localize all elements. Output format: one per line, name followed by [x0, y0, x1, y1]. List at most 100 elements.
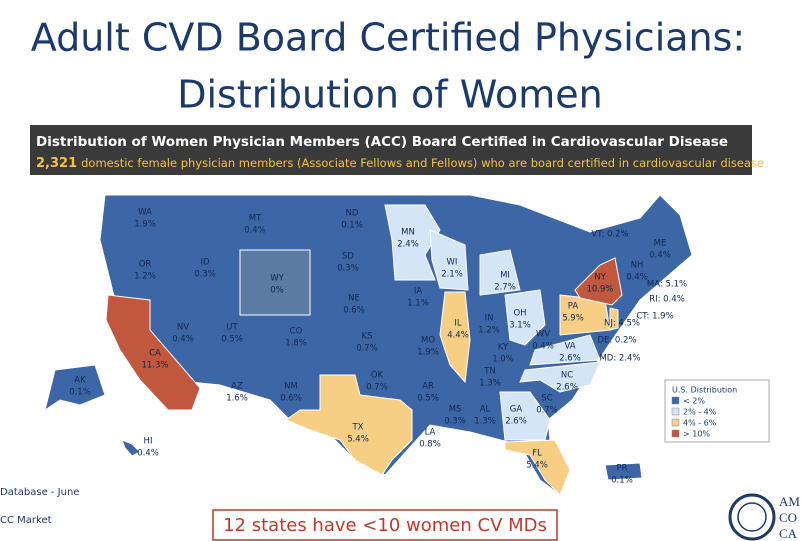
wy — [239, 249, 311, 316]
state-value: 2.6% — [559, 354, 581, 364]
state-code: MD: 2.4% — [599, 354, 640, 364]
state-value: 1.9% — [417, 348, 439, 358]
state-code: CA — [149, 349, 161, 359]
pr — [604, 462, 643, 481]
legend-title: U.S. Distribution — [672, 386, 737, 395]
state-code: LA — [425, 428, 436, 438]
state-code: KY — [498, 343, 509, 353]
state-value: 1.9% — [134, 220, 156, 230]
subtitle-text: domestic female physician members (Assoc… — [81, 156, 764, 170]
state-value: 1.2% — [478, 326, 500, 336]
state-code: NY — [594, 273, 606, 283]
state-value: 0.3% — [194, 270, 216, 280]
state-value: 0.7% — [356, 344, 378, 354]
state-value: 4.4% — [447, 331, 469, 341]
state-code: UT — [226, 323, 238, 333]
legend-label: 2% - 4% — [683, 408, 717, 417]
legend-label: 4% - 6% — [683, 419, 717, 428]
fl — [504, 439, 571, 496]
source-text: CC Market — [0, 515, 52, 526]
state-value: 0.1% — [611, 476, 633, 486]
state-value: 3.1% — [509, 321, 531, 331]
title-line: Distribution of Women — [177, 73, 603, 117]
state-value: 0.4% — [172, 335, 194, 345]
state-value: 1.6% — [226, 394, 248, 404]
tx — [284, 374, 413, 476]
state-code: IL — [454, 319, 462, 329]
state-code: WV — [536, 330, 550, 340]
state-code: HI — [144, 437, 153, 447]
state-code: VT: 0.2% — [591, 230, 628, 240]
state-code: ME — [654, 239, 667, 249]
state-value: 5.9% — [562, 314, 584, 324]
member-count: 2,321 — [36, 156, 77, 171]
oh — [504, 289, 546, 346]
mi — [479, 249, 521, 296]
state-code: AZ — [231, 382, 243, 392]
state-code: SD — [342, 252, 354, 262]
il — [439, 291, 471, 384]
state-code: OH — [513, 309, 526, 319]
ga — [499, 391, 551, 441]
state-value: 10.9% — [586, 285, 613, 295]
wi — [429, 229, 469, 291]
state-value: 2.1% — [441, 270, 463, 280]
state-value: 0.5% — [221, 335, 243, 345]
state-code: NH — [631, 261, 644, 271]
state-value: 11.3% — [141, 361, 168, 371]
state-code: CT: 1.9% — [636, 312, 673, 322]
ak — [44, 364, 106, 412]
state-code: AK — [74, 376, 86, 386]
state-value: 0.6% — [343, 306, 365, 316]
state-code: SC — [541, 394, 552, 404]
logo-text: CO — [779, 510, 797, 525]
state-code: GA — [510, 405, 523, 415]
state-code: MT — [249, 214, 262, 224]
state-code: IA — [414, 287, 423, 297]
state-code: MO — [421, 336, 435, 346]
legend-swatch — [671, 429, 680, 438]
state-value: 0.1% — [341, 221, 363, 231]
legend: U.S. Distribution < 2% 2% - 4% 4% - 6% > 10… — [664, 379, 770, 443]
va — [529, 334, 601, 366]
state-code: PR — [616, 464, 627, 474]
state-value: 0.7% — [536, 406, 558, 416]
state-code: AR — [422, 382, 434, 392]
state-value: 0.4% — [626, 273, 648, 283]
state-code: NV — [177, 323, 189, 333]
logo-seal — [728, 493, 776, 541]
state-value: 0.3% — [337, 264, 359, 274]
state-code: OK — [371, 371, 384, 381]
legend-swatch — [671, 418, 680, 427]
legend-box — [664, 379, 770, 443]
source-text: Database - June — [0, 487, 79, 498]
state-value: 0.6% — [280, 394, 302, 404]
state-code: MS — [449, 405, 462, 415]
map — [44, 194, 693, 496]
state-code: RI: 0.4% — [649, 295, 685, 305]
state-code: AL — [480, 405, 491, 415]
nj — [609, 307, 619, 331]
state-code: NE — [348, 294, 360, 304]
nc — [519, 361, 601, 393]
state-code: DE: 0.2% — [597, 336, 636, 346]
state-code: ND — [346, 209, 359, 219]
logo-seal-inner — [737, 502, 767, 532]
state-value: 0% — [270, 286, 284, 296]
legend-label: > 10% — [683, 430, 710, 439]
state-code: FL — [532, 449, 542, 459]
state-value: 1.8% — [285, 339, 307, 349]
state-value: 1.3% — [479, 379, 501, 389]
legend-swatch — [671, 396, 680, 405]
state-value: 1.3% — [474, 417, 496, 427]
state-value: 5.4% — [526, 461, 548, 471]
hi — [121, 439, 141, 457]
state-code: OR — [139, 260, 152, 270]
state-labels: WA 1.9% OR 1.2% ID 0.3% MT 0.4% WY 0% NV 0.4% UT 0.5%… — [69, 208, 687, 486]
ny — [574, 257, 623, 306]
state-code: CO — [290, 327, 303, 337]
state-code: VA — [564, 342, 575, 352]
state-value: 2.7% — [494, 283, 516, 293]
state-code: NM — [284, 382, 298, 392]
